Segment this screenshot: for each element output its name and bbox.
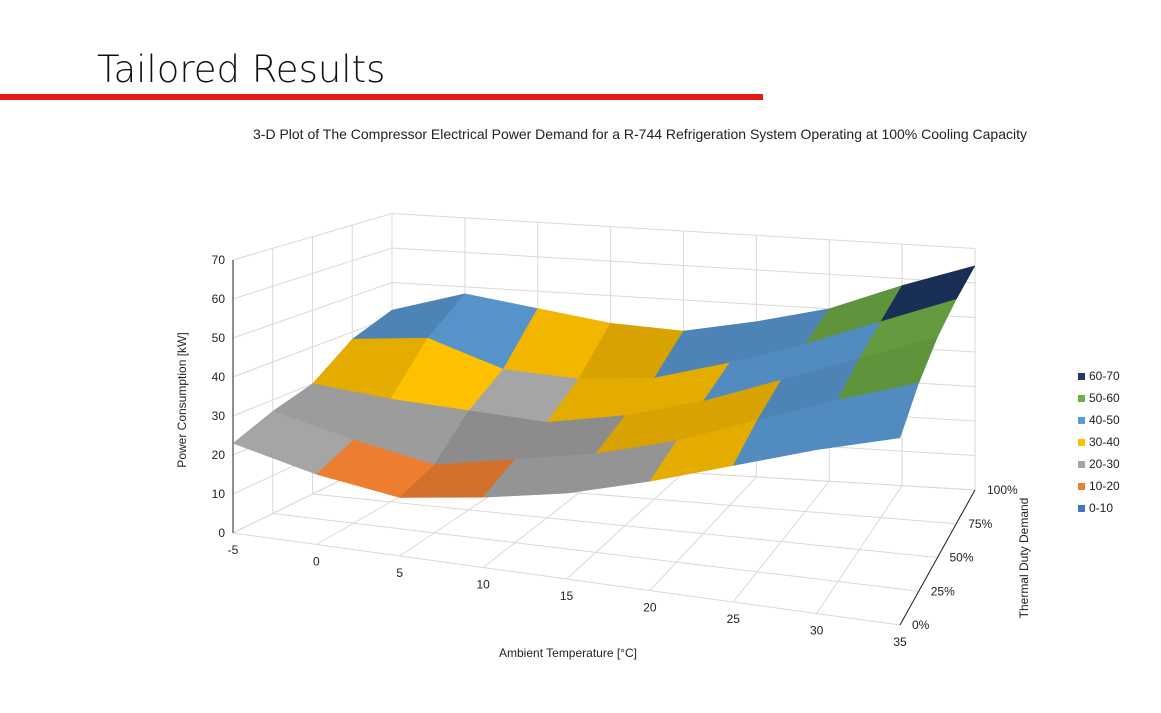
legend-label: 40-50 xyxy=(1089,413,1120,427)
z-tick-label: 70 xyxy=(212,253,226,267)
gridline-y-floor xyxy=(232,532,901,626)
legend-swatch xyxy=(1078,482,1085,490)
legend-swatch xyxy=(1078,438,1085,446)
x-tick-label: -5 xyxy=(228,543,239,557)
legend-swatch xyxy=(1078,504,1085,512)
legend-item: 30-40 xyxy=(1078,431,1120,453)
chart-legend: 60-70 50-60 40-50 30-40 20-30 10-20 0-10 xyxy=(1078,365,1120,519)
slide-title: Tailored Results xyxy=(97,48,386,91)
x-tick-label: 35 xyxy=(893,635,907,649)
z-tick-label: 20 xyxy=(212,448,226,462)
x-axis-title: Ambient Temperature [°C] xyxy=(499,646,637,660)
gridline-y-floor xyxy=(272,513,919,592)
x-tick-label: 20 xyxy=(643,601,657,615)
legend-item: 40-50 xyxy=(1078,409,1120,431)
x-tick-label: 30 xyxy=(810,624,824,638)
legend-label: 50-60 xyxy=(1089,391,1120,405)
legend-item: 60-70 xyxy=(1078,365,1120,387)
legend-label: 10-20 xyxy=(1089,479,1120,493)
surface-patch xyxy=(816,382,920,451)
legend-label: 20-30 xyxy=(1089,457,1120,471)
legend-item: 10-20 xyxy=(1078,475,1120,497)
z-tick-label: 40 xyxy=(212,370,226,384)
legend-label: 30-40 xyxy=(1089,435,1120,449)
legend-label: 0-10 xyxy=(1089,501,1114,515)
y-tick-label: 25% xyxy=(931,584,955,598)
chart-title: 3-D Plot of The Compressor Electrical Po… xyxy=(253,126,1027,142)
z-tick-label: 30 xyxy=(212,409,226,423)
y-axis-title: Thermal Duty Demand xyxy=(1017,498,1031,619)
y-axis-line xyxy=(899,489,976,626)
y-tick-label: 100% xyxy=(987,483,1018,497)
x-tick-label: 0 xyxy=(313,555,320,569)
title-underline xyxy=(0,94,763,100)
legend-item: 0-10 xyxy=(1078,497,1120,519)
legend-swatch xyxy=(1078,416,1085,424)
gridline-z xyxy=(232,212,976,261)
legend-item: 20-30 xyxy=(1078,453,1120,475)
legend-swatch xyxy=(1078,372,1085,380)
gridline-z xyxy=(232,247,976,300)
x-tick-label: 5 xyxy=(396,566,403,580)
legend-swatch xyxy=(1078,394,1085,402)
legend-label: 60-70 xyxy=(1089,369,1120,383)
z-tick-label: 60 xyxy=(212,292,226,306)
z-axis-title: Power Consumption [kW] xyxy=(175,332,189,467)
y-tick-label: 50% xyxy=(950,551,974,565)
z-tick-label: 10 xyxy=(212,487,226,501)
y-tick-label: 75% xyxy=(968,517,992,531)
gridline-y-floor xyxy=(312,493,938,558)
legend-swatch xyxy=(1078,460,1085,468)
x-tick-label: 15 xyxy=(560,589,574,603)
z-tick-label: 0 xyxy=(218,526,225,540)
legend-item: 50-60 xyxy=(1078,387,1120,409)
y-tick-label: 0% xyxy=(912,618,930,632)
x-tick-label: 10 xyxy=(476,578,490,592)
z-tick-label: 50 xyxy=(212,331,226,345)
x-tick-label: 25 xyxy=(727,612,741,626)
